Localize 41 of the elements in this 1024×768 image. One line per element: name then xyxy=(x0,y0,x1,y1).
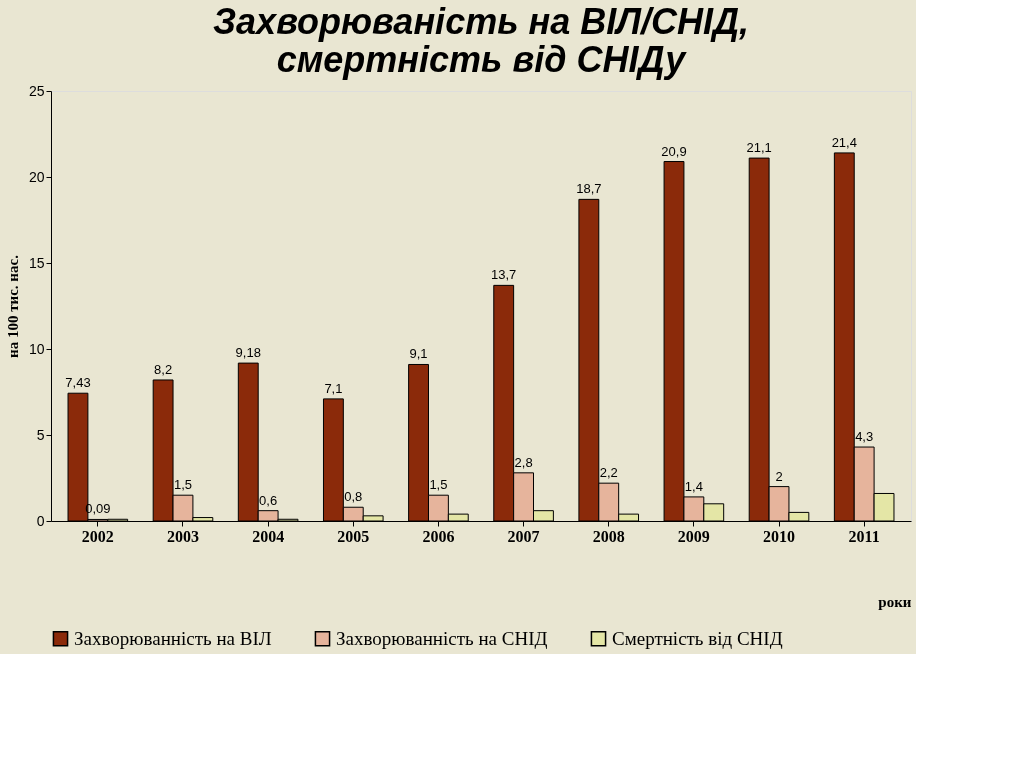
data-label: 18,7 xyxy=(576,181,602,197)
x-tick-label: 2011 xyxy=(848,527,880,545)
data-label: 8,2 xyxy=(154,361,173,377)
data-label: 21,4 xyxy=(831,134,857,150)
y-tick-label: 0 xyxy=(36,512,45,529)
x-tick-label: 2003 xyxy=(166,527,199,545)
x-tick-label: 2005 xyxy=(337,527,370,545)
data-label: 7,43 xyxy=(65,375,91,391)
text: Захворюваність на ВІЛ/СНІД, xyxy=(212,1,750,42)
x-tick-label: 2009 xyxy=(677,527,710,545)
y-axis-title: на 100 тис. нас. xyxy=(4,254,21,358)
data-label: 9,1 xyxy=(409,346,428,362)
x-tick-label: 2010 xyxy=(763,527,796,545)
legend-label: Захворюванність на ВІЛ xyxy=(74,627,272,649)
data-label: 1,5 xyxy=(173,477,193,493)
data-label: 2 xyxy=(775,468,783,484)
data-label: 20,9 xyxy=(661,143,687,159)
data-label: 2,2 xyxy=(599,465,618,481)
data-label: 7,1 xyxy=(324,380,343,396)
y-tick-label: 15 xyxy=(28,254,45,271)
data-label: 1,5 xyxy=(429,477,448,493)
x-axis-title: роки xyxy=(878,593,912,610)
x-tick-label: 2004 xyxy=(252,527,285,545)
x-tick-label: 2008 xyxy=(592,527,625,545)
y-tick-label: 5 xyxy=(36,426,45,443)
legend-label: Смертність від СНІД xyxy=(612,627,783,649)
x-tick-label: 2007 xyxy=(507,527,540,545)
data-label: 4,3 xyxy=(855,429,874,445)
x-tick-label: 2002 xyxy=(81,527,114,545)
y-tick-label: 20 xyxy=(28,168,45,185)
data-label: 0,8 xyxy=(344,489,363,505)
data-label: 13,7 xyxy=(491,267,517,283)
data-label: 9,18 xyxy=(235,345,261,361)
y-tick-label: 10 xyxy=(28,340,45,357)
data-label: 1,4 xyxy=(684,478,703,494)
x-tick-label: 2006 xyxy=(422,527,455,545)
legend-label: Захворюванність на СНІД xyxy=(336,627,548,649)
y-tick-label: 25 xyxy=(28,82,45,99)
data-label: 0,6 xyxy=(259,492,278,508)
data-label: 2,8 xyxy=(514,454,533,470)
data-label: 21,1 xyxy=(746,140,772,156)
